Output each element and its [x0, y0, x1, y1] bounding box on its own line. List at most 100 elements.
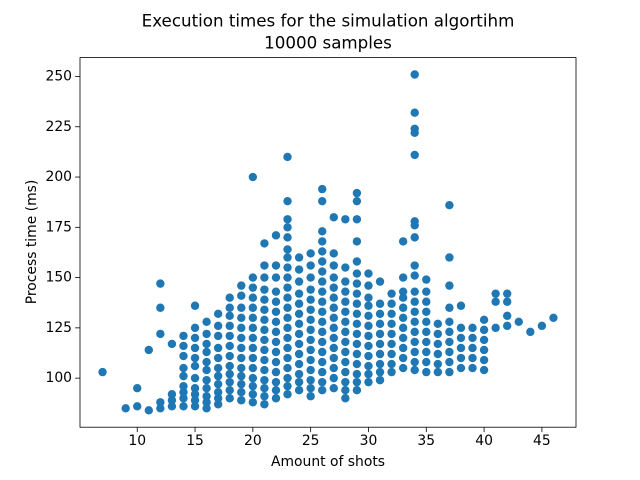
scatter-point: [271, 231, 281, 240]
x-axis-label: Amount of shots: [271, 454, 385, 470]
scatter-point: [179, 341, 188, 351]
scatter-point: [156, 329, 165, 339]
scatter-point: [237, 343, 246, 353]
scatter-point: [225, 361, 234, 371]
scatter-point: [190, 301, 200, 310]
scatter-point: [202, 365, 211, 375]
scatter-point: [387, 319, 396, 329]
scatter-point: [410, 337, 419, 347]
scatter-point: [352, 377, 362, 387]
scatter-point: [306, 285, 315, 294]
scatter-point: [271, 317, 281, 327]
scatter-point: [237, 388, 246, 397]
scatter-point: [503, 297, 512, 306]
scatter-point: [179, 381, 188, 391]
scatter-point: [318, 184, 327, 194]
scatter-point: [445, 303, 454, 312]
scatter-point: [364, 369, 373, 379]
scatter-point: [283, 323, 292, 333]
scatter-point: [537, 321, 547, 331]
scatter-point: [341, 297, 350, 306]
scatter-point: [329, 313, 338, 323]
scatter-point: [225, 394, 234, 403]
scatter-point: [329, 213, 338, 222]
scatter-point: [341, 215, 350, 224]
scatter-point: [375, 367, 385, 377]
scatter-point: [456, 323, 466, 333]
scatter-point: [225, 293, 234, 302]
scatter-point: [479, 365, 489, 375]
scatter-point: [410, 124, 419, 133]
scatter-point: [364, 331, 373, 341]
scatter-point: [283, 233, 292, 242]
scatter-point: [237, 353, 246, 363]
scatter-point: [410, 327, 419, 337]
scatter-point: [318, 367, 327, 377]
scatter-point: [98, 367, 107, 377]
scatter-point: [260, 239, 269, 248]
scatter-point: [387, 349, 396, 359]
scatter-point: [156, 398, 165, 407]
scatter-point: [156, 279, 165, 288]
scatter-point: [341, 394, 350, 403]
scatter-point: [190, 402, 200, 411]
scatter-point: [445, 357, 454, 367]
scatter-point: [468, 353, 477, 363]
scatter-point: [398, 363, 408, 373]
scatter-point: [468, 323, 477, 333]
scatter-point: [306, 295, 315, 304]
scatter-point: [294, 339, 304, 349]
scatter-point: [329, 261, 338, 270]
scatter-point: [248, 273, 258, 282]
scatter-point: [133, 402, 142, 411]
x-tick-label: 45: [533, 433, 551, 449]
scatter-point: [306, 345, 315, 355]
scatter-point: [375, 309, 385, 318]
scatter-point: [133, 383, 142, 393]
scatter-point: [167, 339, 177, 349]
scatter-point: [364, 281, 373, 290]
scatter-point: [398, 293, 408, 302]
scatter-point: [387, 339, 396, 349]
scatter-point: [352, 279, 362, 288]
scatter-point: [306, 375, 315, 385]
scatter-point: [190, 383, 200, 393]
scatter-point: [213, 363, 223, 373]
scatter-point: [364, 377, 373, 387]
scatter-point: [248, 323, 258, 333]
scatter-point: [422, 297, 431, 306]
scatter-point: [306, 249, 315, 258]
scatter-point: [468, 363, 477, 373]
scatter-point: [422, 317, 431, 327]
scatter-point: [248, 363, 258, 373]
scatter-point: [202, 375, 211, 385]
scatter-point: [294, 349, 304, 359]
scatter-point: [352, 196, 362, 206]
scatter-point: [283, 253, 292, 262]
scatter-point: [202, 347, 211, 357]
scatter-point: [422, 287, 431, 296]
scatter-point: [341, 287, 350, 296]
scatter-point: [202, 357, 211, 367]
scatter-point: [213, 394, 223, 403]
scatter-point: [387, 329, 396, 339]
scatter-point: [248, 390, 258, 399]
scatter-point: [375, 277, 385, 286]
scatter-point: [329, 353, 338, 363]
scatter-point: [271, 367, 281, 377]
y-axis-label: Process time (ms): [24, 180, 40, 305]
scatter-point: [283, 273, 292, 282]
scatter-point: [190, 323, 200, 333]
scatter-point: [341, 317, 350, 327]
scatter-point: [387, 309, 396, 318]
scatter-point: [271, 261, 281, 270]
scatter-point: [306, 305, 315, 314]
scatter-point: [283, 223, 292, 232]
scatter-point: [306, 261, 315, 270]
scatter-point: [248, 381, 258, 391]
scatter-point: [433, 349, 443, 359]
scatter-point: [260, 305, 269, 314]
scatter-point: [410, 150, 419, 160]
scatter-point: [318, 347, 327, 357]
scatter-point: [190, 396, 200, 405]
